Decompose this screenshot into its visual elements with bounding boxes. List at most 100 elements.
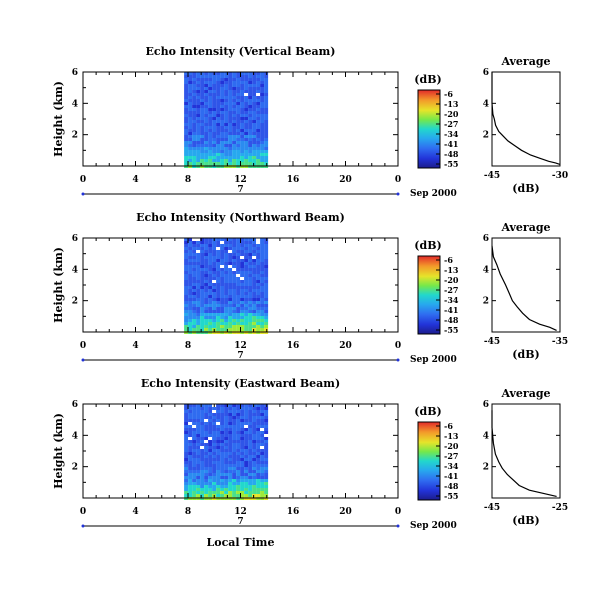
heatmap-cell: [232, 138, 237, 141]
heatmap-cell: [216, 141, 221, 144]
colorbar: [417, 255, 441, 335]
heatmap-cell: [212, 241, 217, 244]
heatmap-cell: [236, 132, 241, 135]
heatmap-cell: [224, 319, 229, 322]
heatmap-cell: [232, 247, 237, 250]
heatmap-cell: [196, 425, 201, 428]
heatmap-cell: [248, 90, 253, 93]
average-y-tick-label: 4: [483, 99, 489, 109]
heatmap-cell: [196, 491, 201, 494]
heatmap-cell: [216, 413, 221, 416]
heatmap-cell: [196, 431, 201, 434]
heatmap-cell: [264, 247, 269, 250]
heatmap-cell: [236, 129, 241, 132]
heatmap-cell: [244, 105, 249, 108]
heatmap-cell: [228, 93, 233, 96]
heatmap-cell: [188, 295, 193, 298]
heatmap-cell: [204, 96, 209, 99]
heatmap-cell: [228, 253, 233, 256]
heatmap-cell: [212, 407, 217, 410]
heatmap-cell: [196, 295, 201, 298]
heatmap-cell: [260, 425, 265, 428]
heatmap-cell: [240, 307, 245, 310]
heatmap-cell: [192, 129, 197, 132]
heatmap-cell: [260, 72, 265, 75]
heatmap-cell: [264, 304, 269, 307]
heatmap-cell: [232, 96, 237, 99]
heatmap-cell: [256, 422, 261, 425]
heatmap-cell: [264, 410, 269, 413]
heatmap-cell: [212, 120, 217, 123]
heatmap-cell: [200, 407, 205, 410]
heatmap-cell: [248, 458, 253, 461]
heatmap-cell: [228, 491, 233, 494]
heatmap-cell: [256, 443, 261, 446]
heatmap-cell: [260, 431, 265, 434]
date-axis-end-marker: [396, 358, 400, 362]
heatmap-cell: [248, 141, 253, 144]
heatmap-cell: [244, 404, 249, 407]
heatmap-cell: [232, 473, 237, 476]
heatmap-cell: [264, 422, 269, 425]
heatmap-cell: [220, 422, 225, 425]
heatmap-cell: [196, 102, 201, 105]
heatmap-cell: [208, 238, 213, 241]
heatmap-cell: [204, 328, 209, 331]
heatmap-cell: [252, 476, 257, 479]
heatmap-cell: [236, 238, 241, 241]
heatmap-cell: [204, 274, 209, 277]
heatmap-cell: [208, 274, 213, 277]
heatmap-cell: [240, 153, 245, 156]
heatmap-cell: [208, 147, 213, 150]
heatmap-cell: [216, 117, 221, 120]
heatmap-cell: [228, 443, 233, 446]
heatmap-cell: [188, 410, 193, 413]
heatmap-cell: [208, 419, 213, 422]
heatmap-cell: [220, 437, 225, 440]
heatmap-cell: [248, 93, 253, 96]
heatmap-cell: [184, 304, 189, 307]
heatmap-cell: [220, 298, 225, 301]
heatmap-cell: [200, 325, 205, 328]
heatmap-cell: [220, 159, 225, 162]
heatmap-cell: [196, 256, 201, 259]
heatmap-cell: [256, 419, 261, 422]
heatmap-cell: [244, 328, 249, 331]
heatmap-cell: [256, 135, 261, 138]
heatmap-cell: [232, 162, 237, 165]
heatmap-cell: [204, 488, 209, 491]
heatmap-cell: [236, 159, 241, 162]
heatmap-cell: [236, 482, 241, 485]
heatmap-cell: [184, 75, 189, 78]
heatmap-cell: [216, 156, 221, 159]
heatmap-cell: [256, 159, 261, 162]
heatmap-cell: [240, 404, 245, 407]
heatmap-cell: [200, 479, 205, 482]
heatmap-cell: [244, 87, 249, 90]
heatmap-cell: [196, 461, 201, 464]
heatmap-cell: [256, 434, 261, 437]
heatmap-cell: [208, 422, 213, 425]
heatmap-cell: [228, 449, 233, 452]
heatmap-cell: [204, 319, 209, 322]
y-tick-label: 6: [72, 234, 78, 244]
heatmap-cell: [256, 467, 261, 470]
y-tick-label: 4: [72, 99, 78, 109]
heatmap-cell: [224, 99, 229, 102]
heatmap-cell: [212, 129, 217, 132]
heatmap-cell: [192, 162, 197, 165]
average-y-tick-label: 2: [483, 131, 489, 141]
heatmap-cell: [244, 84, 249, 87]
heatmap-cell: [244, 238, 249, 241]
heatmap-cell: [204, 446, 209, 449]
heatmap-cell: [196, 90, 201, 93]
heatmap-cell: [252, 277, 257, 280]
heatmap-cell: [220, 482, 225, 485]
heatmap-cell: [204, 87, 209, 90]
heatmap-cell: [196, 292, 201, 295]
x-tick-label: 4: [132, 507, 138, 517]
heatmap-cell: [244, 81, 249, 84]
heatmap-cell: [248, 247, 253, 250]
average-x-label: (dB): [512, 182, 539, 195]
heatmap-cell: [228, 440, 233, 443]
